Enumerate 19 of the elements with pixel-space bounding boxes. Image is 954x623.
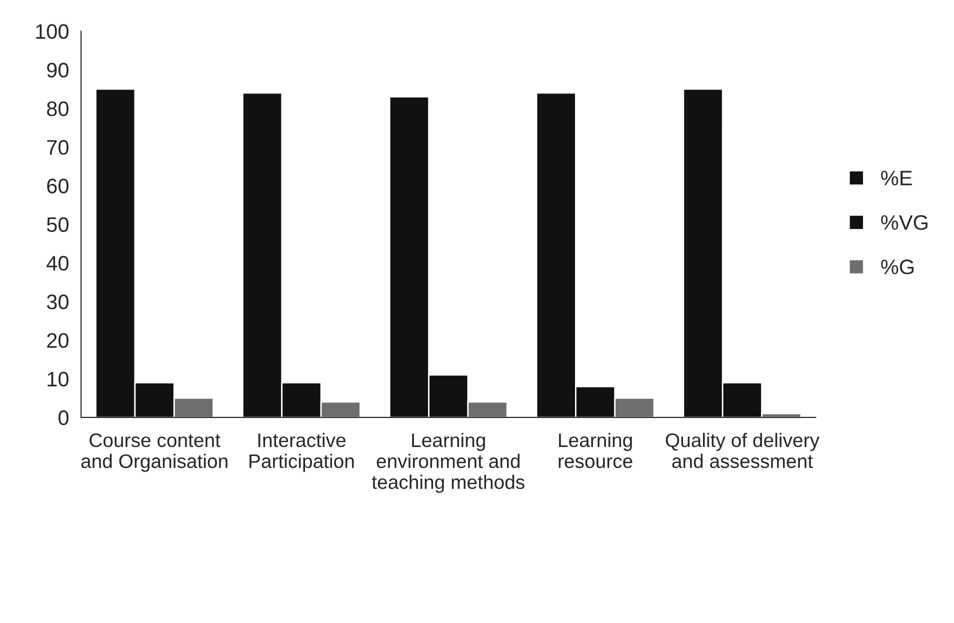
y-tick-label: 10 [48,372,68,387]
legend-label: %G [881,260,914,274]
x-tick-label: Learning environment and teaching methods [372,432,524,493]
y-tick-label: 60 [47,178,68,194]
y-tick-label: 70 [47,140,68,155]
x-tick-label: Quality of delivery and assessment [666,432,820,468]
legend-label: %E [881,170,912,186]
y-tick-label: 20 [47,333,68,348]
y-tick-label: 100 [36,24,68,39]
x-tick-label: Learning resource [558,432,632,468]
y-tick-label: 30 [46,294,68,310]
y-tick-label: 40 [46,256,68,271]
y-tick-label: 50 [46,217,68,232]
y-tick-label: 0 [58,410,68,426]
x-tick-label: Course content and Organisation [81,433,228,472]
legend-label: %VG [881,215,928,230]
y-tick-label: 90 [47,62,68,78]
x-tick-label: Interactive Participation [250,432,354,472]
y-tick-label: 80 [47,101,68,116]
